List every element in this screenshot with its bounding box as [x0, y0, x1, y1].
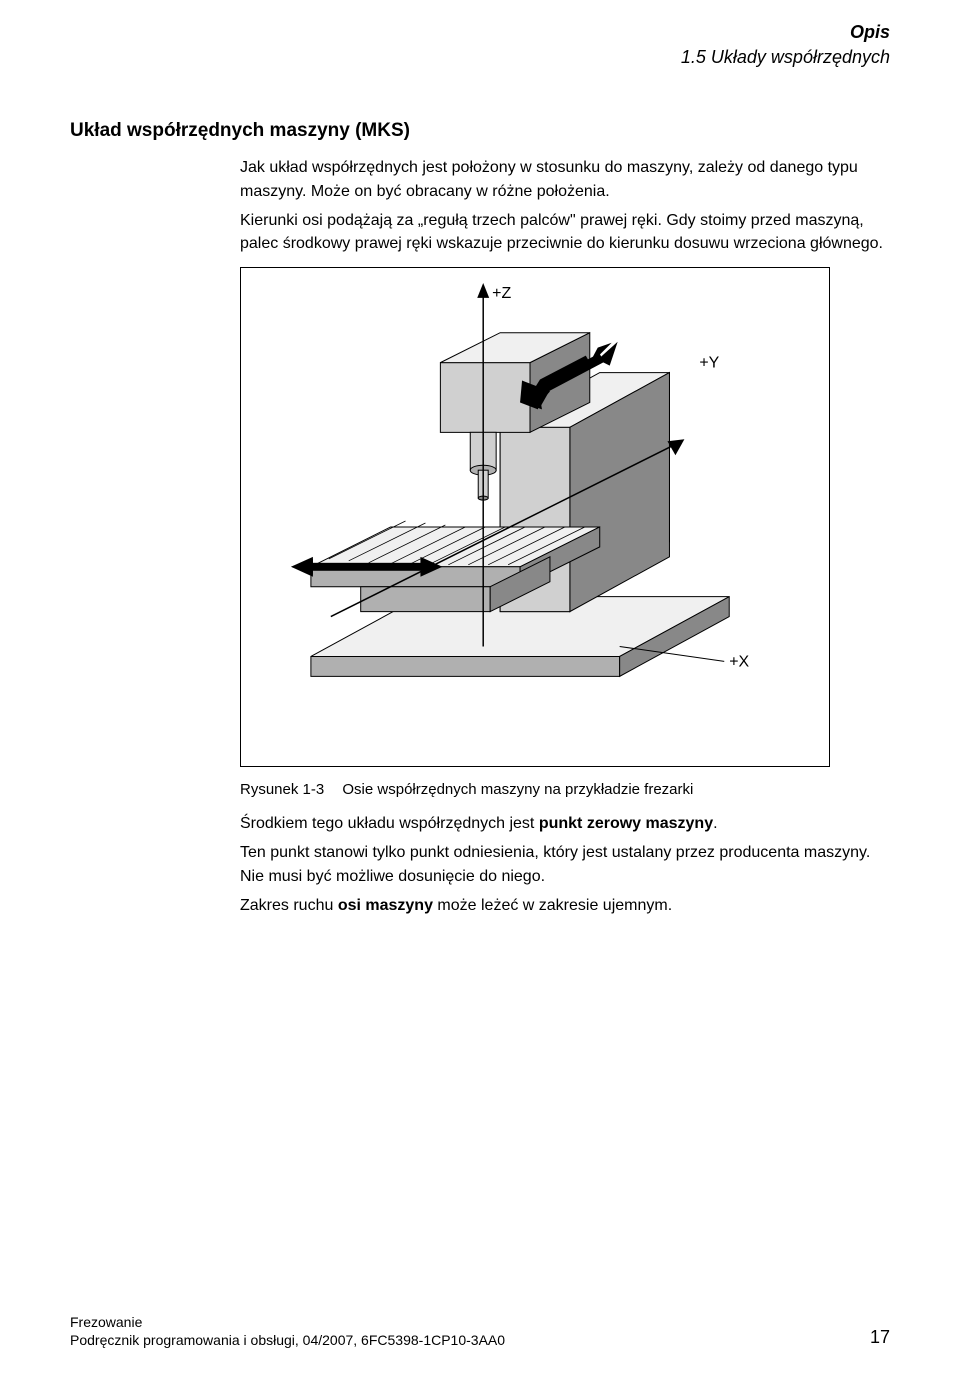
caption-label: Rysunek 1-3	[240, 781, 324, 798]
page-header: Opis 1.5 Układy współrzędnych	[70, 20, 890, 70]
para5-bold: osi maszyny	[338, 897, 433, 914]
mks-axes-svg: +Z +Y +X	[241, 268, 829, 766]
caption-text: Osie współrzędnych maszyny na przykładzi…	[342, 781, 693, 798]
paragraph-3: Środkiem tego układu współrzędnych jest …	[240, 812, 890, 835]
paragraph-1: Jak układ współrzędnych jest położony w …	[240, 156, 890, 202]
paragraph-4: Ten punkt stanowi tylko punkt odniesieni…	[240, 841, 890, 887]
footer-sub: Podręcznik programowania i obsługi, 04/2…	[70, 1331, 505, 1349]
body-text-block-2: Środkiem tego układu współrzędnych jest …	[240, 812, 890, 917]
para3-bold: punkt zerowy maszyny	[539, 815, 713, 832]
header-section: 1.5 Układy współrzędnych	[70, 45, 890, 70]
page-footer: Frezowanie Podręcznik programowania i ob…	[70, 1313, 890, 1349]
paragraph-2: Kierunki osi podążają za „regułą trzech …	[240, 209, 890, 255]
footer-left: Frezowanie Podręcznik programowania i ob…	[70, 1313, 505, 1349]
axis-z-label: +Z	[492, 285, 511, 302]
axis-x-label: +X	[729, 654, 749, 671]
figure-mks-diagram: +Z +Y +X	[240, 267, 830, 767]
footer-title: Frezowanie	[70, 1313, 505, 1331]
body-text-block-1: Jak układ współrzędnych jest położony w …	[240, 156, 890, 255]
header-chapter: Opis	[70, 20, 890, 45]
para5-part1: Zakres ruchu	[240, 897, 338, 914]
figure-caption: Rysunek 1-3 Osie współrzędnych maszyny n…	[240, 781, 890, 798]
footer-page-number: 17	[870, 1326, 890, 1349]
para3-part3: .	[713, 815, 717, 832]
para5-part3: może leżeć w zakresie ujemnym.	[433, 897, 672, 914]
axis-y-label: +Y	[699, 355, 719, 372]
para3-part1: Środkiem tego układu współrzędnych jest	[240, 815, 539, 832]
section-title: Układ współrzędnych maszyny (MKS)	[70, 120, 890, 142]
paragraph-5: Zakres ruchu osi maszyny może leżeć w za…	[240, 894, 890, 917]
